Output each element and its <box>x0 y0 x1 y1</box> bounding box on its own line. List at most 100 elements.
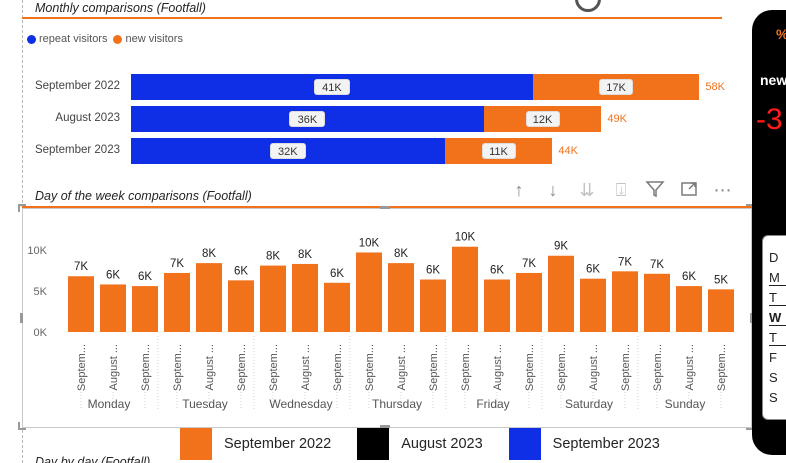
day-bar <box>388 263 414 332</box>
new-visitors-data-label: 12K <box>525 111 560 127</box>
kpi-day-list-item[interactable]: M <box>769 270 786 286</box>
day-bar <box>612 271 638 332</box>
weekly-column-chart: 0K 5K 10K 7K Septem... 6K August ... 6K Septem..… <box>27 232 734 411</box>
bar-data-label: 7K <box>650 259 664 271</box>
bar-data-label: 6K <box>106 269 120 281</box>
x-tick-label: Septem... <box>140 344 152 391</box>
total-visitors-label: 58K <box>705 81 725 93</box>
x-tick-label: Septem... <box>76 344 88 391</box>
weekly-legend-item-sep2023[interactable]: September 2023 <box>508 428 660 460</box>
kpi-new-label: new <box>760 72 786 88</box>
bar-data-label: 8K <box>394 248 408 260</box>
double-arrow-down-icon[interactable]: ⇊ <box>579 180 595 200</box>
day-bar <box>516 272 542 332</box>
kpi-pct-symbol: % <box>776 26 786 42</box>
more-options-icon[interactable]: ⋯ <box>713 180 733 200</box>
resize-handle-bottom[interactable] <box>380 425 390 428</box>
kpi-day-list-item[interactable]: T <box>769 330 786 346</box>
bar-data-label: 6K <box>682 271 696 283</box>
bar-data-label: 8K <box>202 248 216 260</box>
legend-dot-repeat <box>27 34 36 44</box>
monthly-bar-row[interactable]: September 2023 32K 11K 44K <box>0 138 786 164</box>
bar-data-label: 6K <box>138 271 152 283</box>
x-tick-label: August ... <box>492 344 504 390</box>
monthly-bar-row[interactable]: August 2023 36K 12K 49K <box>0 106 786 132</box>
next-section-title: Day by day (Footfall) <box>35 455 151 463</box>
day-bar <box>676 286 702 332</box>
day-bar <box>708 289 734 332</box>
kpi-day-list-item[interactable]: F <box>769 350 777 365</box>
bar-data-label: 6K <box>426 265 440 277</box>
bar-data-label: 6K <box>330 268 344 280</box>
bar-data-label: 7K <box>618 256 632 268</box>
kpi-day-list-item[interactable]: D <box>769 250 779 265</box>
weekly-legend-item-sep2022[interactable]: September 2022 <box>180 428 331 460</box>
day-group-label: Wednesday <box>269 397 332 411</box>
repeat-visitors-data-label: 41K <box>313 79 350 95</box>
weekly-legend-item-aug2023[interactable]: August 2023 <box>357 428 483 460</box>
monthly-title-rule <box>22 17 722 19</box>
legend-label-new: new visitors <box>125 33 183 45</box>
x-tick-label: Septem... <box>268 344 280 391</box>
x-tick-label: Septem... <box>620 344 632 391</box>
x-tick-label: Septem... <box>332 344 344 391</box>
resize-handle-right[interactable] <box>750 313 753 323</box>
resize-corner-bl[interactable] <box>18 422 26 430</box>
total-visitors-label: 44K <box>558 145 578 157</box>
bar-data-label: 10K <box>455 232 476 244</box>
legend-item-repeat[interactable]: repeat visitors <box>27 33 107 45</box>
day-bar <box>548 255 574 332</box>
x-tick-label: Septem... <box>428 344 440 391</box>
focus-mode-icon[interactable] <box>678 180 700 203</box>
weekly-legend-swatch-sep2023 <box>508 428 541 460</box>
kpi-day-list-item[interactable]: W <box>769 310 786 326</box>
x-tick-label: August ... <box>108 344 120 390</box>
bar-data-label: 8K <box>298 249 312 261</box>
resize-handle-top[interactable] <box>380 206 390 209</box>
resize-corner-tl[interactable] <box>18 204 26 212</box>
day-bar <box>452 246 478 332</box>
x-tick-label: Septem... <box>556 344 568 391</box>
resize-handle-left[interactable] <box>20 313 23 323</box>
day-bar <box>68 276 94 332</box>
day-bar <box>420 279 446 332</box>
day-bar <box>580 278 606 332</box>
x-tick-label: August ... <box>588 344 600 390</box>
expand-hierarchy-icon[interactable]: ⍗ <box>615 180 627 200</box>
bar-data-label: 7K <box>522 258 536 270</box>
day-bar <box>260 265 286 332</box>
x-tick-label: Septem... <box>172 344 184 391</box>
monthly-bar-row[interactable]: September 2022 41K 17K 58K <box>0 74 786 100</box>
arrow-up-icon[interactable]: ↑ <box>514 180 524 200</box>
weekly-legend-label-sep2023: September 2023 <box>552 436 660 452</box>
x-tick-label: Septem... <box>652 344 664 391</box>
repeat-visitors-data-label: 32K <box>269 143 306 159</box>
day-bar <box>164 272 190 332</box>
x-tick-label: Septem... <box>460 344 472 391</box>
kpi-big-value: -3 <box>756 103 783 136</box>
filter-icon[interactable] <box>644 180 666 203</box>
x-tick-label: Septem... <box>364 344 376 391</box>
weekly-legend-swatch-sep2022 <box>180 428 212 460</box>
kpi-day-list-item[interactable]: S <box>769 390 778 405</box>
day-bar <box>324 282 350 332</box>
kpi-day-list-item[interactable]: T <box>769 290 786 306</box>
kpi-day-list-item[interactable]: S <box>769 370 778 385</box>
top-circle-icon[interactable] <box>575 0 601 12</box>
monthly-bar-label: September 2022 <box>34 80 120 92</box>
day-bar <box>196 263 222 332</box>
monthly-title: Monthly comparisons (Footfall) <box>35 1 206 15</box>
x-tick-label: Septem... <box>716 344 728 391</box>
legend-item-new[interactable]: new visitors <box>113 33 183 45</box>
weekly-legend-label-aug2023: August 2023 <box>401 436 483 452</box>
new-visitors-data-label: 17K <box>599 79 634 95</box>
y-tick-label: 10K <box>27 245 47 257</box>
bar-data-label: 6K <box>234 265 248 277</box>
day-group-label: Tuesday <box>182 397 228 411</box>
arrow-down-icon[interactable]: ↓ <box>548 180 558 200</box>
x-tick-label: Septem... <box>236 344 248 391</box>
day-bar <box>356 252 382 332</box>
weekly-title: Day of the week comparisons (Footfall) <box>35 189 252 203</box>
day-bar <box>132 286 158 332</box>
y-tick-label: 5K <box>34 286 48 298</box>
